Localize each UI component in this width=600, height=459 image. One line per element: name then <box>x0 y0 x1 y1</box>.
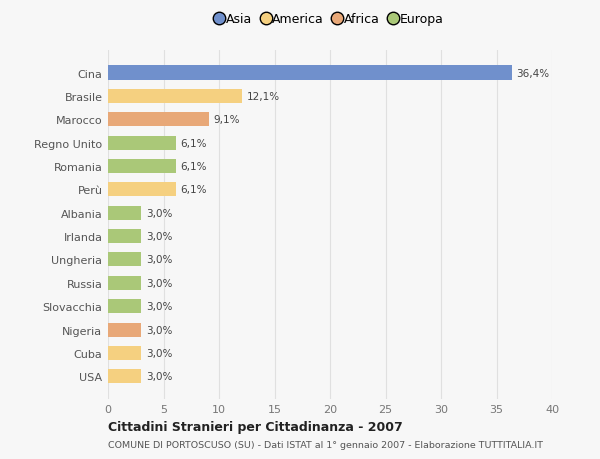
Bar <box>108 253 142 267</box>
Text: 3,0%: 3,0% <box>146 208 172 218</box>
Text: Cittadini Stranieri per Cittadinanza - 2007: Cittadini Stranieri per Cittadinanza - 2… <box>108 420 403 433</box>
Text: 3,0%: 3,0% <box>146 255 172 265</box>
Text: COMUNE DI PORTOSCUSO (SU) - Dati ISTAT al 1° gennaio 2007 - Elaborazione TUTTITA: COMUNE DI PORTOSCUSO (SU) - Dati ISTAT a… <box>108 440 543 449</box>
Text: 3,0%: 3,0% <box>146 278 172 288</box>
Bar <box>108 369 142 383</box>
Bar <box>108 183 176 197</box>
Text: 3,0%: 3,0% <box>146 348 172 358</box>
Bar <box>108 346 142 360</box>
Text: 3,0%: 3,0% <box>146 371 172 381</box>
Text: 6,1%: 6,1% <box>180 138 206 148</box>
Legend: Asia, America, Africa, Europa: Asia, America, Africa, Europa <box>211 8 449 31</box>
Bar <box>108 276 142 290</box>
Bar <box>108 136 176 150</box>
Text: 3,0%: 3,0% <box>146 302 172 312</box>
Bar <box>108 206 142 220</box>
Bar <box>108 160 176 174</box>
Bar <box>108 67 512 80</box>
Text: 12,1%: 12,1% <box>247 92 280 101</box>
Text: 6,1%: 6,1% <box>180 185 206 195</box>
Text: 36,4%: 36,4% <box>517 68 550 78</box>
Text: 9,1%: 9,1% <box>214 115 240 125</box>
Text: 3,0%: 3,0% <box>146 232 172 241</box>
Bar <box>108 90 242 104</box>
Bar <box>108 323 142 337</box>
Bar <box>108 230 142 244</box>
Text: 6,1%: 6,1% <box>180 162 206 172</box>
Text: 3,0%: 3,0% <box>146 325 172 335</box>
Bar <box>108 300 142 313</box>
Bar <box>108 113 209 127</box>
